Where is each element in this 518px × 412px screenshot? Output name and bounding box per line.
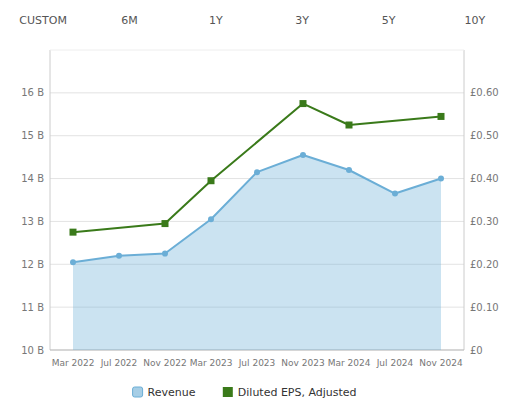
y-tick-label: 10 B bbox=[21, 345, 44, 356]
legend-label: Diluted EPS, Adjusted bbox=[238, 386, 357, 399]
y-tick-label: 12 B bbox=[21, 259, 44, 270]
x-tick-label: Mar 2023 bbox=[190, 358, 233, 368]
legend-label: Revenue bbox=[148, 386, 196, 399]
y2-tick-label: £0.40 bbox=[470, 173, 499, 184]
y2-tick-label: £0.50 bbox=[470, 130, 499, 141]
chart: CUSTOM 6M 1Y 3Y 5Y 10Y 10 B 11 B 12 B 13 B 14 B 15 … bbox=[0, 0, 518, 412]
annotation: 10Y bbox=[464, 14, 485, 27]
plot-top-line bbox=[50, 50, 464, 51]
point bbox=[438, 113, 445, 120]
plot-area bbox=[70, 100, 445, 350]
x-tick-label: Mar 2024 bbox=[328, 358, 371, 368]
y-tick-label: 14 B bbox=[21, 173, 44, 184]
annotation: 1Y bbox=[209, 14, 223, 27]
x-tick-label: Jul 2022 bbox=[100, 358, 138, 368]
annotation: 5Y bbox=[382, 14, 396, 27]
area bbox=[73, 155, 441, 350]
x-tick-label: Jul 2024 bbox=[376, 358, 414, 368]
x-tick-label: Nov 2023 bbox=[281, 358, 324, 368]
y2-tick-label: £0.30 bbox=[470, 216, 499, 227]
y2-tick-label: £0.10 bbox=[470, 302, 499, 313]
y-axis-line bbox=[50, 50, 51, 350]
point bbox=[300, 152, 306, 158]
point bbox=[162, 220, 169, 227]
point bbox=[392, 191, 398, 197]
y-tick-label: 13 B bbox=[21, 216, 44, 227]
annotation: CUSTOM bbox=[19, 14, 67, 27]
legend: Revenue Diluted EPS, Adjusted bbox=[133, 386, 357, 399]
y-tick-label: 16 B bbox=[21, 87, 44, 98]
line bbox=[73, 155, 441, 262]
x-tick-label: Nov 2024 bbox=[419, 358, 463, 368]
y-tick-label: 11 B bbox=[21, 302, 44, 313]
grid-line bbox=[50, 135, 464, 136]
point bbox=[346, 167, 352, 173]
legend-swatch bbox=[133, 387, 143, 397]
point bbox=[70, 259, 76, 265]
point bbox=[254, 169, 260, 175]
annotation: 3Y bbox=[295, 14, 309, 27]
y-tick-label: 15 B bbox=[21, 130, 44, 141]
x-tick-label: Jul 2023 bbox=[238, 358, 276, 368]
annotation: 6M bbox=[121, 14, 138, 27]
y2-axis-line bbox=[464, 50, 465, 350]
y2-tick-label: £0.20 bbox=[470, 259, 499, 270]
point bbox=[116, 253, 122, 259]
point bbox=[208, 216, 214, 222]
grid-line bbox=[50, 92, 464, 93]
point bbox=[346, 122, 353, 129]
y2-tick-label: £0.60 bbox=[470, 87, 499, 98]
point bbox=[70, 229, 77, 236]
x-tick-label: Mar 2022 bbox=[52, 358, 95, 368]
y2-tick-label: £0 bbox=[470, 345, 483, 356]
point bbox=[162, 251, 168, 257]
point bbox=[300, 100, 307, 107]
point bbox=[438, 176, 444, 182]
x-tick-label: Nov 2022 bbox=[143, 358, 186, 368]
line bbox=[73, 104, 441, 233]
legend-swatch bbox=[223, 387, 233, 397]
point bbox=[208, 177, 215, 184]
